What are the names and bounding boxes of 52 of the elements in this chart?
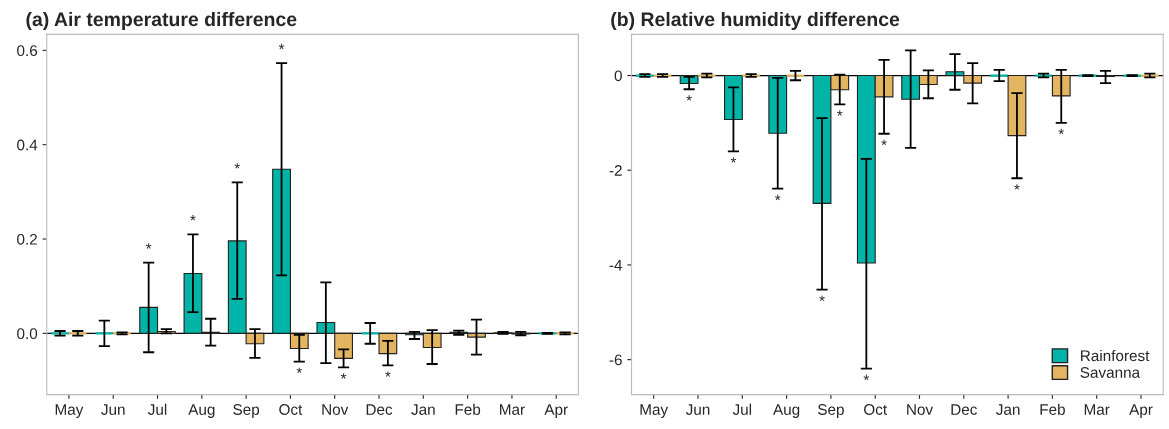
- y-tick-label: 0.0: [17, 328, 38, 340]
- x-tick-label: Jul: [732, 403, 752, 415]
- x-tick-label: Aug: [773, 404, 800, 418]
- x-tick-label: Feb: [1040, 403, 1065, 415]
- y-tick-label: 0: [614, 70, 622, 82]
- x-tick-label: Oct: [279, 404, 303, 415]
- y-tick-label: 0.2: [17, 233, 37, 245]
- annotation: *: [863, 374, 870, 381]
- x-tick-label: Nov: [322, 404, 349, 415]
- data-label: *: [1058, 128, 1064, 135]
- annotation: *: [190, 215, 196, 221]
- x-tick-label: Sep: [233, 404, 260, 418]
- chart-title: (a) Air temperature difference: [26, 11, 297, 31]
- x-tick-label: Apr: [544, 404, 568, 418]
- chart-title: (b) Relative humidity difference: [611, 11, 900, 31]
- data-label: *: [296, 367, 303, 373]
- annotation: *: [819, 295, 825, 302]
- x-tick-label: Jul: [147, 403, 167, 415]
- x-tick-label: Mar: [1084, 404, 1110, 415]
- y-tick-label: -4: [609, 259, 623, 271]
- data-label: *: [686, 95, 692, 101]
- x-tick-label: Dec: [366, 404, 393, 415]
- legend-label: Rainforest: [1081, 349, 1150, 362]
- x-tick-label: Apr: [1129, 404, 1153, 418]
- data-label: *: [837, 110, 843, 116]
- x-tick-label: Jun: [101, 404, 125, 415]
- x-tick-label: Jun: [685, 404, 710, 415]
- y-tick-label: 0.4: [17, 139, 38, 151]
- data-label: *: [1014, 184, 1020, 190]
- x-tick-label: Sep: [818, 404, 844, 418]
- y-tick-label: -6: [609, 354, 622, 366]
- y-tick-label: 0.6: [17, 45, 38, 57]
- x-tick-label: Oct: [864, 404, 887, 415]
- x-tick-label: Aug: [188, 404, 215, 418]
- x-tick-label: Feb: [455, 403, 481, 415]
- annotation: *: [234, 163, 240, 169]
- x-tick-label: Jan: [411, 404, 435, 415]
- data-label: *: [881, 139, 887, 146]
- data-label: *: [340, 373, 347, 379]
- x-tick-label: Dec: [951, 404, 977, 415]
- annotation: *: [278, 43, 285, 50]
- x-tick-label: May: [640, 404, 669, 418]
- x-tick-label: May: [55, 404, 84, 418]
- annotation: *: [145, 243, 152, 249]
- x-tick-label: Mar: [500, 404, 525, 415]
- x-tick-label: Nov: [907, 404, 934, 415]
- data-label: *: [385, 371, 391, 377]
- x-tick-label: Jan: [996, 404, 1020, 415]
- legend-label: Savanna: [1080, 367, 1141, 378]
- data-label: *: [730, 157, 737, 163]
- y-tick-label: -2: [609, 165, 622, 176]
- annotation: *: [775, 194, 781, 201]
